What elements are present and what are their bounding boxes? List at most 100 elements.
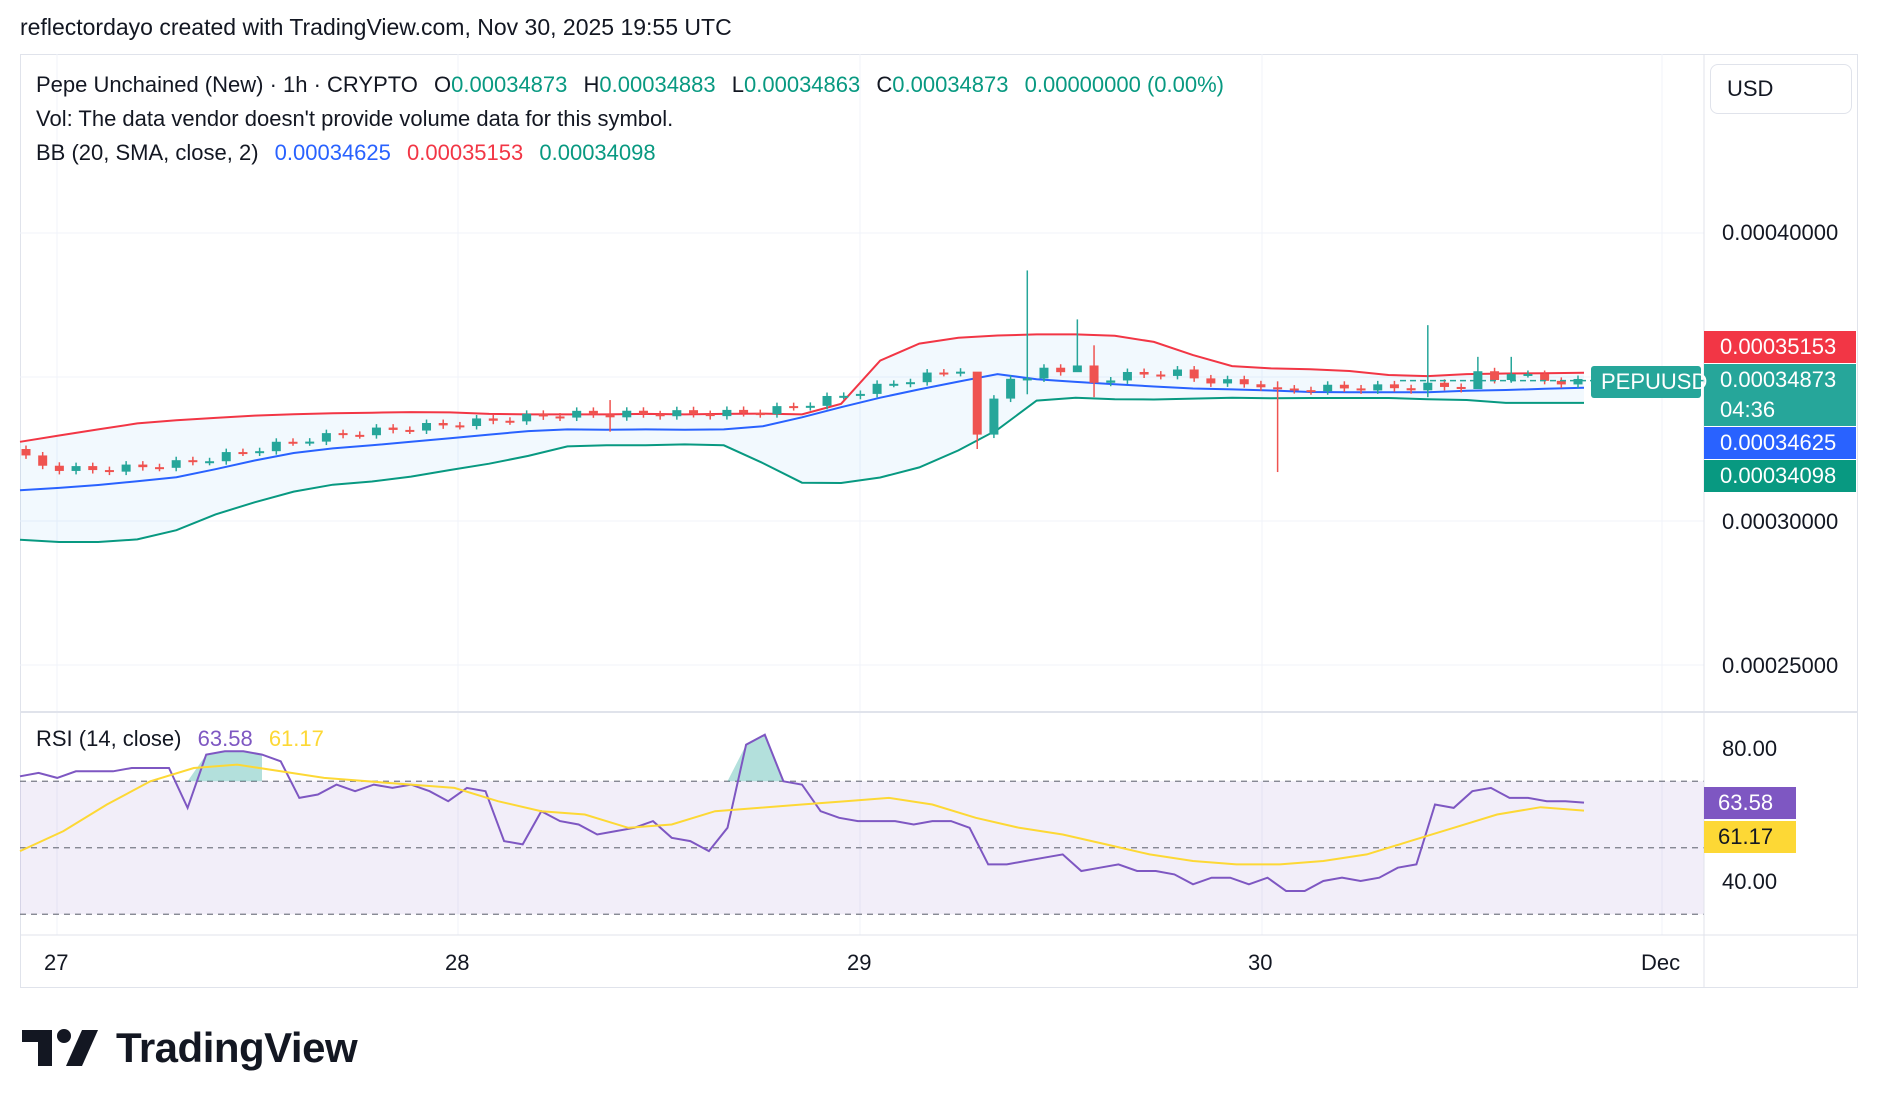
low-value: 0.00034863 [744,72,861,97]
candle-body [438,423,448,426]
candle-body [605,414,615,418]
bb-upper-line [19,333,1585,443]
candle-body [1006,378,1016,399]
candle-body [1273,387,1283,390]
candle-body [939,372,949,375]
bb-label: BB (20, SMA, close, 2) [36,140,259,165]
symbol-name[interactable]: Pepe Unchained (New) · 1h · CRYPTO [36,72,418,97]
candle-body [555,416,565,419]
candle-body [488,418,498,421]
time-tick-28: 28 [445,950,470,975]
candle-body [371,427,381,436]
symbol-tag: PEPUUSD [1591,366,1707,398]
candle-body [1156,374,1166,377]
candle-body [805,405,815,408]
bb-fill [20,334,1584,542]
tradingview-logo-icon [22,1029,98,1066]
candle-body [1189,369,1199,379]
candle-body [88,466,98,471]
candle-body [121,464,131,472]
candle-body [271,441,281,452]
candle-body [205,461,215,464]
rsi-value: 63.58 [197,726,253,751]
candle-body [855,393,865,396]
candle-body [1406,388,1416,391]
candle-body [71,466,81,471]
time-tick-dec: Dec [1641,950,1681,975]
candle-body [989,398,999,435]
candle-body [1573,378,1583,385]
rsi-pane [19,733,1704,915]
candle-body [1256,384,1266,388]
candle-body [622,410,632,418]
rsi-tick-80: 80.00 [1722,736,1778,761]
candle-body [355,434,365,437]
candle-body [1122,371,1132,381]
candle-body [772,406,782,415]
candle-body [405,429,415,432]
candle-body [655,414,665,417]
candle-body [505,420,515,423]
bollinger-bands [19,333,1585,543]
rsi-line [19,733,1585,892]
candle-body [972,371,982,435]
last-price-tag: 0.00034873 04:36 [1704,364,1856,426]
time-tick-30: 30 [1248,950,1273,975]
candle-body [38,455,48,466]
candle-body [705,414,715,417]
tradingview-logo[interactable]: TradingView [22,1024,358,1072]
candle-body [321,433,331,442]
candle-body [288,441,298,444]
bb-legend[interactable]: BB (20, SMA, close, 2) 0.00034625 0.0003… [36,140,666,166]
candle-body [1356,388,1366,391]
bb-basis-value: 0.00034625 [274,140,391,165]
candle-body [922,372,932,383]
high-label: H [583,72,600,97]
candle-body [155,467,165,470]
time-tick-27: 27 [44,950,69,975]
candle-body [1106,380,1116,383]
candle-body [1239,379,1249,385]
time-tick-29: 29 [847,950,872,975]
candle-body [1439,382,1449,387]
candle-body [1022,378,1032,381]
candle-body [1223,379,1233,384]
rsi-legend[interactable]: RSI (14, close) 63.58 61.17 [36,726,334,752]
candle-body [889,383,899,386]
candle-body [755,413,765,416]
candle-body [472,418,482,427]
candle-body [188,460,198,463]
candle-body [1490,371,1500,381]
candle-body [1039,367,1049,379]
candle-body [839,395,849,398]
volume-legend: Vol: The data vendor doesn't provide vol… [36,106,674,131]
candle-body [1389,384,1399,389]
currency-button[interactable]: USD [1710,64,1852,114]
candle-body [956,371,966,374]
open-value: 0.00034873 [451,72,568,97]
candle-body [1540,373,1550,381]
bb-basis-price-tag: 0.00034625 [1704,427,1856,459]
candle-body [1339,384,1349,389]
grid-lines [20,54,1704,935]
change-value: 0.00000000 (0.00%) [1024,72,1224,97]
candle-body [1556,380,1566,385]
candle-body [1089,365,1099,383]
chart-attribution: reflectordayo created with TradingView.c… [20,14,732,40]
rsi-tick-40: 40.00 [1722,869,1778,894]
last-price-value: 0.00034873 [1720,367,1837,392]
candle-body [305,441,315,444]
high-value: 0.00034883 [599,72,716,97]
candle-body [672,410,682,417]
candle-body [221,452,231,462]
close-value: 0.00034873 [892,72,1009,97]
candle-body [455,425,465,428]
candle-body [1373,384,1383,391]
brand-wordmark: TradingView [116,1024,358,1071]
bb-lower-value: 0.00034098 [539,140,656,165]
price-tick-1: 0.00040000 [1722,220,1839,245]
rsi-value-tag: 63.58 [1704,787,1796,819]
candle-body [872,383,882,394]
candle-body [1206,378,1216,384]
